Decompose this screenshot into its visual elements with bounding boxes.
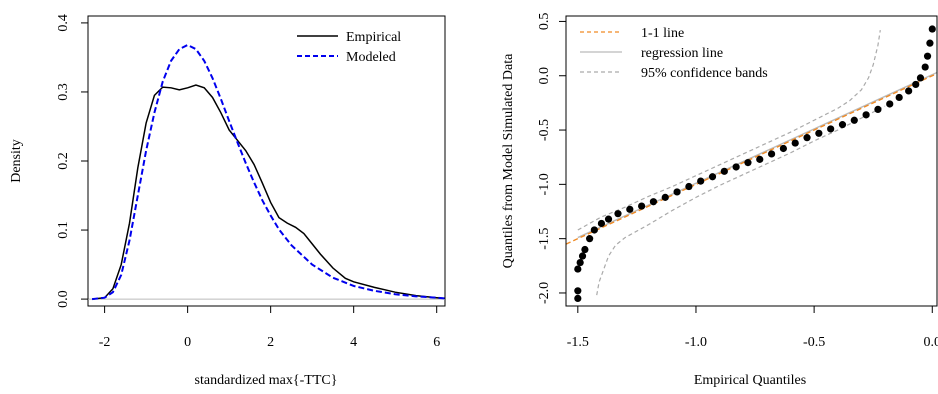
density-legend: Empirical Modeled (297, 30, 401, 65)
density-x-tick-label: -2 (99, 335, 111, 350)
qq-point (574, 287, 582, 295)
qq-point (586, 235, 594, 243)
qq-x-tick-label: -1.5 (567, 335, 589, 350)
qq-point (661, 193, 669, 201)
qq-point (850, 116, 858, 124)
qq-point (767, 150, 776, 158)
qq-point (928, 25, 936, 33)
qq-y-tick-label: 0.5 (537, 13, 552, 31)
qq-point (649, 198, 658, 206)
qq-legend: 1-1 line regression line 95% confidence … (580, 26, 768, 81)
qq-point (827, 125, 835, 133)
qq-point (576, 258, 584, 267)
density-y-tick-label: 0.4 (56, 14, 71, 32)
qq-point (886, 100, 894, 108)
density-series-group (92, 43, 446, 301)
qq-point (905, 87, 913, 95)
qq-point (581, 245, 589, 254)
qq-plot-content (566, 25, 937, 302)
qq-point (874, 105, 882, 114)
qq-y-axis: -2.0 -1.5 -1.0 -0.5 0.0 0.5 (537, 13, 567, 304)
qq-point (921, 63, 929, 71)
qq-point (708, 173, 717, 181)
density-plot-panel: -2 0 2 4 6 0.0 0.1 0.2 0.3 0.4 standardized max{… (9, 14, 446, 388)
qq-y-tick-label: -0.5 (537, 119, 552, 141)
qq-point (732, 163, 740, 171)
qq-point (912, 80, 920, 89)
qq-point (604, 215, 613, 223)
qq-point (926, 39, 934, 47)
qq-y-tick-label: -2.0 (537, 282, 552, 304)
qq-point (815, 129, 823, 137)
qq-point (916, 74, 925, 82)
one-to-one-line (566, 72, 937, 245)
qq-point (574, 265, 582, 273)
qq-plot-area (566, 25, 937, 302)
qq-x-axis: -1.5 -1.0 -0.5 0.0 (567, 305, 938, 350)
density-y-axis-label: Density (9, 139, 24, 183)
density-x-tick-label: 6 (433, 335, 440, 350)
qq-point (756, 155, 764, 163)
density-x-axis-label: standardized max{-TTC} (195, 373, 338, 388)
qq-point (895, 93, 903, 102)
qq-point (685, 182, 693, 191)
qq-x-tick-label: -0.5 (803, 335, 825, 350)
qq-point (578, 252, 587, 260)
density-y-axis: 0.0 0.1 0.2 0.3 0.4 (56, 14, 89, 308)
qq-point (614, 210, 622, 218)
qq-point (720, 167, 728, 175)
qq-point (803, 134, 811, 142)
legend-label-one-to-one: 1-1 line (641, 26, 684, 41)
qq-point (744, 159, 752, 167)
qq-plot-panel: -1.5 -1.0 -0.5 0.0 -2.0 -1.5 -1.0 -0.5 0.0 0.5 E… (501, 13, 938, 388)
qq-point (574, 294, 582, 302)
density-y-tick-label: 0.0 (56, 290, 71, 308)
density-x-axis: -2 0 2 4 6 (99, 305, 440, 350)
confidence-band-upper (577, 30, 881, 231)
qq-point (923, 52, 932, 60)
qq-point (791, 139, 799, 147)
qq-plot-frame (565, 15, 938, 307)
qq-y-tick-label: -1.0 (537, 173, 552, 195)
confidence-band-lower (596, 105, 886, 296)
legend-label-regression: regression line (641, 46, 723, 61)
qq-point (838, 121, 847, 129)
qq-point (626, 205, 634, 213)
qq-y-tick-label: 0.0 (537, 67, 552, 85)
qq-x-tick-label: 0.0 (924, 335, 938, 350)
regression-line (577, 71, 937, 239)
qq-point (697, 177, 705, 185)
qq-y-axis-label: Quantiles from Model Simulated Data (501, 53, 516, 268)
qq-point (638, 202, 646, 210)
density-line-empirical (92, 84, 446, 300)
qq-point (779, 144, 788, 153)
legend-label-confidence: 95% confidence bands (641, 66, 768, 81)
density-x-tick-label: 0 (184, 335, 191, 350)
qq-x-tick-label: -1.0 (685, 335, 707, 350)
qq-point (597, 219, 606, 228)
density-line-modeled (92, 43, 446, 301)
qq-point (673, 188, 681, 196)
qq-x-axis-label: Empirical Quantiles (694, 373, 806, 388)
density-x-tick-label: 2 (267, 335, 274, 350)
legend-label-modeled: Modeled (346, 50, 396, 65)
density-y-tick-label: 0.3 (56, 83, 71, 101)
density-x-tick-label: 4 (350, 335, 357, 350)
qq-point (862, 111, 870, 119)
density-y-tick-label: 0.2 (56, 152, 71, 170)
legend-label-empirical: Empirical (346, 30, 401, 45)
qq-y-tick-label: -1.5 (537, 228, 552, 250)
density-y-tick-label: 0.1 (56, 221, 71, 239)
qq-point (590, 226, 598, 234)
